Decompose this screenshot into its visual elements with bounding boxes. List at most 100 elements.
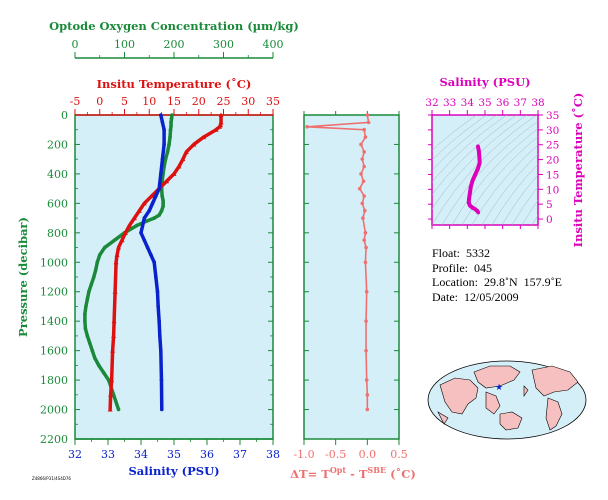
temperature-point	[149, 193, 155, 198]
ts-point	[468, 203, 472, 208]
salinity-tick-label: 36	[200, 448, 214, 461]
isopycnal-line	[491, 163, 538, 225]
ts-temperature-tick-label: 20	[546, 155, 559, 167]
isopycnal-line	[481, 153, 538, 225]
temperature-axis-title: Insitu Temperature (˚C)	[97, 77, 252, 91]
ts-temperature-tick-label: 30	[546, 125, 559, 137]
salinity-point	[162, 127, 166, 132]
salinity-point	[154, 194, 158, 198]
delta-t-point	[361, 179, 366, 184]
profile-panel	[75, 115, 273, 439]
temperature-point	[116, 245, 122, 250]
isopycnal-line	[471, 144, 538, 225]
delta-t-point	[360, 201, 365, 206]
oxygen-tick-label: 100	[114, 38, 135, 51]
salinity-point	[139, 231, 143, 235]
ts-salinity-tick-label: 36	[496, 97, 510, 109]
salinity-point	[159, 172, 163, 176]
delta-t-point	[365, 407, 370, 412]
pressure-tick-label: 1600	[40, 345, 68, 358]
salinity-point	[160, 157, 165, 161]
oxygen-point	[95, 260, 100, 265]
delta-t-point	[361, 216, 365, 220]
temperature-tick-label: 0	[96, 95, 103, 108]
isopycnal-line	[432, 115, 518, 196]
ts-temperature-tick-label: 10	[546, 184, 559, 196]
ts-point	[468, 190, 472, 195]
delta-t-point	[363, 135, 368, 139]
delta-t-point	[359, 172, 363, 176]
temperature-point	[113, 259, 119, 265]
float-info: Float: 5332 Profile: 045 Location: 29.8˚…	[432, 246, 562, 304]
temperature-point	[176, 164, 182, 169]
isopycnal-line	[501, 174, 538, 225]
salinity-point	[158, 334, 162, 338]
isopycnal-line	[451, 128, 538, 225]
ts-point	[473, 172, 478, 177]
temperature-point	[122, 230, 128, 235]
pressure-tick-label: 400	[47, 168, 68, 181]
ts-temperature-tick-label: 0	[546, 214, 553, 226]
float-location-marker: ★	[495, 383, 503, 393]
oxygen-point	[116, 407, 121, 412]
delta-t-point	[364, 348, 368, 353]
temperature-tick-label: 25	[217, 95, 231, 108]
oxygen-point	[85, 334, 90, 338]
delta-t-point	[365, 393, 370, 397]
oxygen-tick-label: 200	[164, 38, 185, 51]
oxygen-point	[97, 253, 102, 257]
ts-temperature-title: Insitu Temperature (˚C)	[571, 93, 585, 248]
delta-t-point	[357, 186, 362, 191]
temperature-tick-label: 5	[121, 95, 128, 108]
temperature-point	[191, 141, 197, 147]
delta-t-point	[364, 319, 368, 323]
oxygen-axis-title: Optode Oxygen Concentration (µm/kg)	[49, 19, 299, 33]
salinity-point	[142, 216, 147, 220]
oxygen-point	[165, 150, 170, 154]
ts-point	[477, 154, 482, 159]
pressure-tick-label: 1000	[40, 256, 68, 269]
oxygen-point	[161, 204, 165, 209]
ts-temperature-tick-label: 15	[546, 169, 559, 181]
salinity-tick-label: 34	[134, 448, 148, 461]
salinity-point	[145, 245, 150, 250]
plot-id-stamp: Z4866/P31/4S4D76	[32, 476, 71, 481]
delta-t-panel	[304, 115, 399, 439]
date-value: 12/05/2009	[464, 289, 519, 304]
salinity-point	[159, 348, 163, 353]
oxygen-point	[152, 216, 156, 220]
temperature-tick-label: 35	[266, 95, 280, 108]
delta-t-point	[364, 245, 368, 250]
isopycnal-line	[562, 105, 608, 225]
temperature-point	[213, 127, 219, 132]
temperature-point	[109, 377, 115, 383]
location-row: Location: 29.8˚N 157.9˚E	[432, 275, 562, 290]
salinity-axis-title: Salinity (PSU)	[128, 464, 219, 478]
oxygen-point	[157, 213, 161, 217]
isopycnal-line	[521, 199, 538, 225]
temperature-point	[180, 156, 186, 162]
oxygen-point	[169, 120, 173, 125]
temperature-point	[111, 333, 117, 338]
ts-salinity-tick-label: 35	[478, 97, 491, 109]
ts-point	[476, 144, 480, 149]
oxygen-point	[101, 370, 106, 375]
pressure-tick-label: 2200	[40, 433, 68, 446]
ts-salinity-tick-label: 33	[443, 97, 456, 109]
temperature-profile-line	[108, 115, 223, 410]
oxygen-point	[96, 363, 101, 368]
pressure-tick-label: 800	[47, 227, 68, 240]
oxygen-point	[159, 208, 164, 213]
delta-t-tick-label: 0.5	[390, 448, 408, 461]
delta-t-axis-title: ΔT= TOpt - TSBE (˚C)	[290, 465, 416, 481]
oxygen-point	[161, 201, 165, 206]
pressure-tick-label: 1200	[40, 286, 68, 299]
salinity-tick-label: 37	[233, 448, 247, 461]
salinity-point	[152, 260, 156, 265]
temperature-point	[112, 289, 118, 294]
pressure-tick-label: 0	[61, 109, 68, 122]
oxygen-point	[83, 319, 87, 323]
profile-row: Profile: 045	[432, 261, 562, 276]
delta-t-frame	[303, 114, 400, 440]
